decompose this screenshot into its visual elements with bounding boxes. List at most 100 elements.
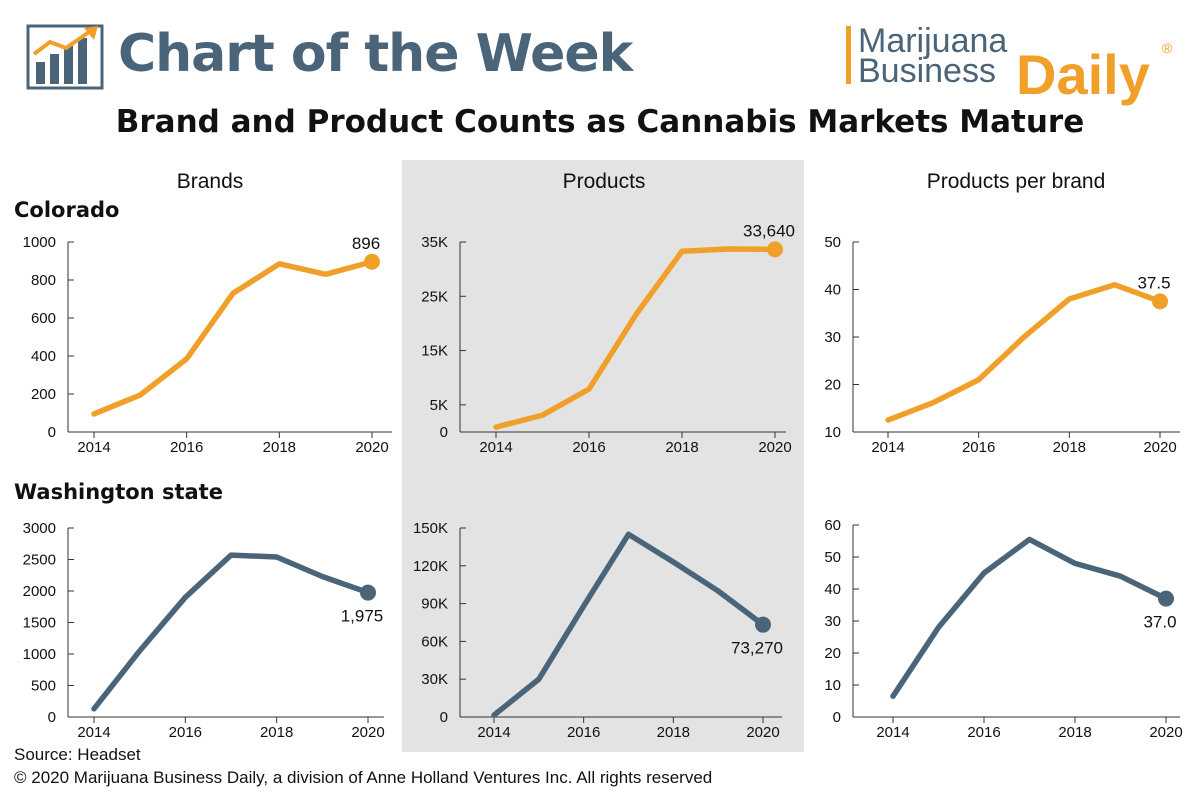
y-tick-label: 50 xyxy=(824,549,841,566)
logo-text-marijuana: Marijuana xyxy=(858,22,1008,60)
chart-washington-ppb: 0 10 20 30 40 50 60 2014 2016 2018 2020 37.0 xyxy=(824,517,1182,741)
y-tick-label: 30 xyxy=(824,329,841,346)
y-tick-label: 500 xyxy=(31,678,56,695)
x-tick-label: 2016 xyxy=(572,439,605,456)
end-point-marker xyxy=(360,584,376,601)
x-tick-label: 2018 xyxy=(1058,724,1091,741)
main-title: Brand and Product Counts as Cannabis Mar… xyxy=(115,104,1085,140)
x-tick-label: 2014 xyxy=(77,724,110,741)
end-point-marker xyxy=(755,616,771,633)
row-label-washington: Washington state xyxy=(14,480,223,504)
logo-registered-mark: ® xyxy=(1162,40,1173,56)
y-tick-label: 0 xyxy=(48,424,56,441)
end-point-marker xyxy=(1152,293,1168,310)
x-tick-label: 2020 xyxy=(758,439,791,456)
logo-accent-bar xyxy=(846,26,851,84)
y-tick-label: 2000 xyxy=(23,583,56,600)
y-tick-label: 600 xyxy=(31,310,56,327)
series-line xyxy=(91,259,375,417)
y-tick-label: 20 xyxy=(824,377,841,394)
x-tick-label: 2018 xyxy=(260,724,293,741)
y-tick-label: 120K xyxy=(413,558,448,575)
x-tick-label: 2018 xyxy=(263,439,296,456)
x-tick-label: 2014 xyxy=(479,439,512,456)
y-tick-label: 1000 xyxy=(23,646,56,663)
y-tick-label: 60 xyxy=(824,517,841,534)
chart-bar-icon xyxy=(26,24,104,90)
series-line xyxy=(491,531,766,718)
series-line xyxy=(493,246,778,430)
logo-text-daily: Daily xyxy=(1016,43,1150,106)
chart-washington-products: 0 30K 60K 90K 120K 150K 2014 2016 2018 2020 73,270 xyxy=(413,520,783,741)
row-label-colorado: Colorado xyxy=(14,198,120,222)
y-tick-label: 400 xyxy=(31,348,56,365)
y-tick-label: 30K xyxy=(421,671,448,688)
chart-colorado-ppb: 10 20 30 40 50 2014 2016 2018 2020 37.5 xyxy=(824,234,1180,456)
source-note: Source: Headset xyxy=(14,745,141,764)
column-header-products-per-brand: Products per brand xyxy=(926,170,1106,193)
end-value-label: 73,270 xyxy=(731,639,783,658)
y-tick-label: 40 xyxy=(824,581,841,598)
y-tick-label: 15K xyxy=(421,343,448,360)
x-tick-label: 2016 xyxy=(567,724,600,741)
y-tick-label: 2500 xyxy=(23,552,56,569)
x-tick-label: 2020 xyxy=(1143,439,1176,456)
y-tick-label: 5K xyxy=(430,397,448,414)
header-title: Chart of the Week xyxy=(118,24,633,84)
y-tick-label: 1500 xyxy=(23,615,56,632)
x-tick-label: 2016 xyxy=(170,439,203,456)
series-line xyxy=(91,552,371,712)
y-tick-label: 10 xyxy=(824,677,841,694)
x-tick-label: 2014 xyxy=(876,724,909,741)
y-tick-label: 10 xyxy=(824,424,841,441)
x-tick-label: 2016 xyxy=(967,724,1000,741)
series-line xyxy=(890,536,1169,699)
end-value-label: 896 xyxy=(352,234,380,253)
y-tick-label: 40 xyxy=(824,282,841,299)
y-tick-label: 200 xyxy=(31,386,56,403)
end-value-label: 37.5 xyxy=(1137,273,1170,292)
x-tick-label: 2018 xyxy=(665,439,698,456)
x-tick-label: 2020 xyxy=(355,439,388,456)
x-tick-label: 2014 xyxy=(77,439,110,456)
end-value-label: 37.0 xyxy=(1143,613,1176,632)
x-tick-label: 2018 xyxy=(657,724,690,741)
column-header-products: Products xyxy=(562,170,646,193)
end-point-marker xyxy=(364,253,380,270)
x-tick-label: 2020 xyxy=(746,724,779,741)
end-value-label: 1,975 xyxy=(341,607,384,626)
y-tick-label: 50 xyxy=(824,234,841,251)
end-point-marker xyxy=(1158,590,1174,607)
y-tick-label: 0 xyxy=(440,424,448,441)
brand-logo: Marijuana Business Daily ® xyxy=(846,22,1186,106)
y-tick-label: 30 xyxy=(824,613,841,630)
y-tick-label: 25K xyxy=(421,288,448,305)
end-value-label: 33,640 xyxy=(743,221,795,240)
x-tick-label: 2014 xyxy=(477,724,510,741)
copyright-note: © 2020 Marijuana Business Daily, a divis… xyxy=(14,768,713,787)
x-tick-label: 2016 xyxy=(169,724,202,741)
column-header-brands: Brands xyxy=(176,170,244,193)
y-tick-label: 0 xyxy=(833,709,841,726)
chart-washington-brands: 0 500 1000 1500 2000 2500 3000 2014 2016 2018 2020… xyxy=(23,520,385,741)
y-tick-label: 20 xyxy=(824,645,841,662)
x-tick-label: 2020 xyxy=(1149,724,1182,741)
y-tick-label: 35K xyxy=(421,234,448,251)
products-column-highlight xyxy=(402,160,804,752)
y-tick-label: 150K xyxy=(413,520,448,537)
y-tick-label: 800 xyxy=(31,272,56,289)
x-tick-label: 2014 xyxy=(871,439,904,456)
y-tick-label: 0 xyxy=(440,709,448,726)
chart-colorado-brands: 0 200 400 600 800 1000 2014 2016 2018 2020 896 xyxy=(23,234,392,456)
y-tick-label: 3000 xyxy=(23,520,56,537)
chart-colorado-products: 0 5K 15K 25K 35K 2014 2016 2018 2020 33,640 xyxy=(421,221,795,456)
y-tick-label: 1000 xyxy=(23,234,56,251)
y-tick-label: 90K xyxy=(421,596,448,613)
series-line xyxy=(885,282,1163,423)
x-tick-label: 2016 xyxy=(962,439,995,456)
logo-text-business: Business xyxy=(858,52,996,90)
x-tick-label: 2018 xyxy=(1053,439,1086,456)
y-tick-label: 0 xyxy=(48,709,56,726)
end-point-marker xyxy=(767,241,783,258)
